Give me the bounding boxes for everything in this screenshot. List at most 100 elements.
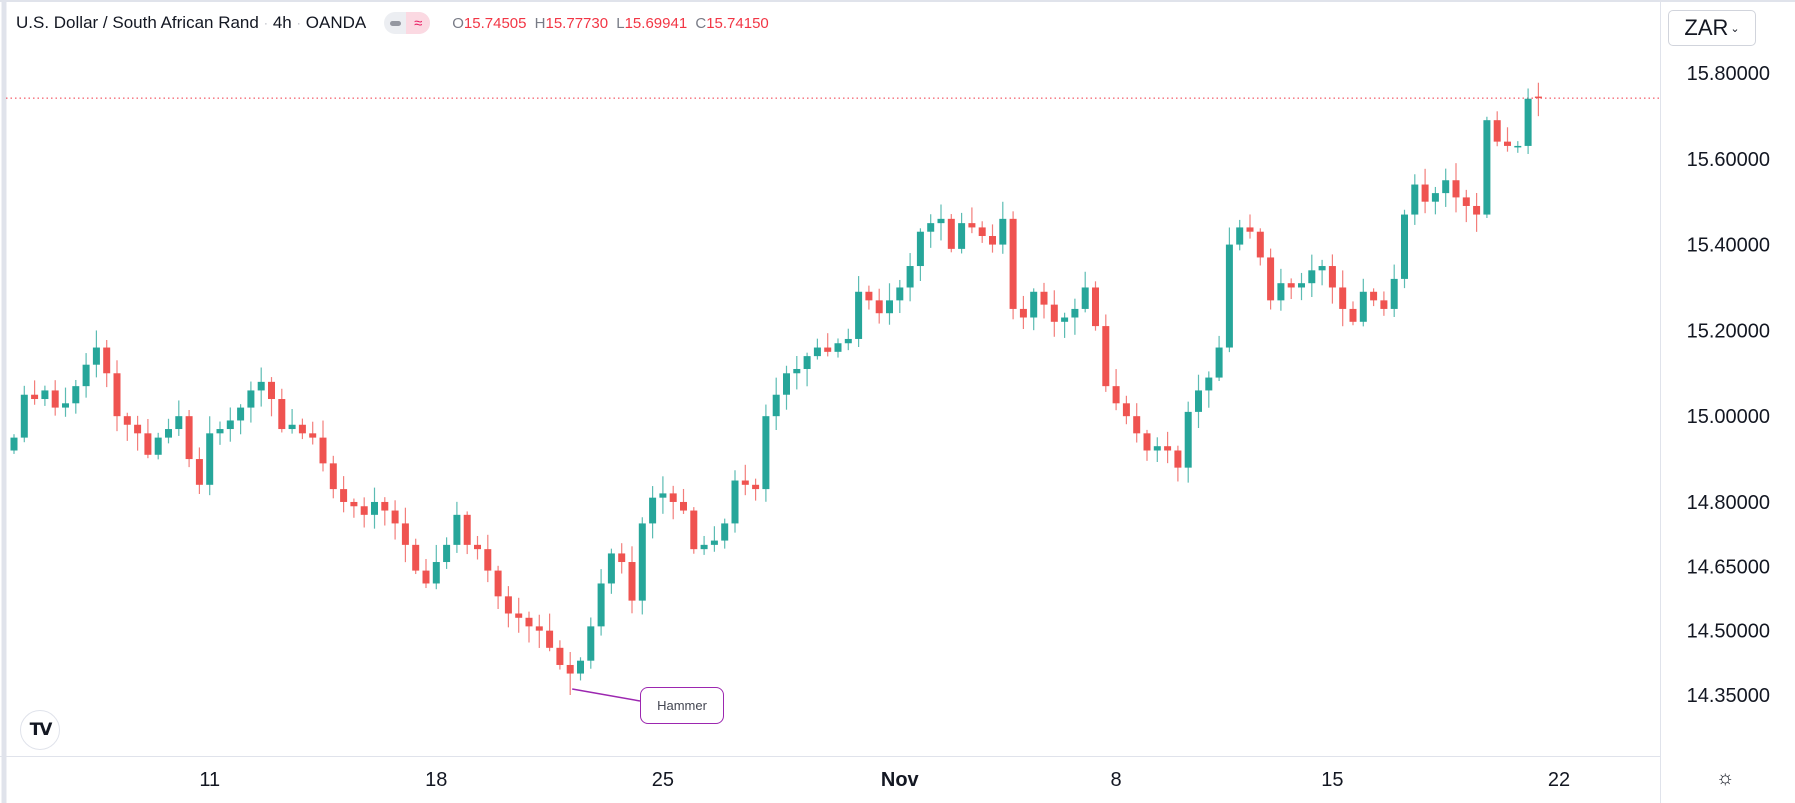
candle[interactable] [896,279,904,314]
candle[interactable] [340,476,348,513]
wave-icon[interactable]: ≈ [406,12,431,34]
candle[interactable] [82,353,90,398]
candle[interactable] [813,338,821,360]
candle[interactable] [1349,301,1357,326]
candle[interactable] [721,518,729,549]
candle[interactable] [1534,82,1542,117]
candle[interactable] [927,214,935,248]
candle[interactable] [360,497,368,528]
candle[interactable] [1287,278,1295,299]
candle[interactable] [494,565,502,610]
candle[interactable] [165,418,172,444]
candle[interactable] [319,420,327,472]
candle[interactable] [1380,291,1388,316]
candle[interactable] [123,412,131,441]
candle[interactable] [1112,369,1120,411]
candle[interactable] [31,380,39,405]
candle[interactable] [515,597,523,633]
candle[interactable] [958,212,966,254]
settings-sun-icon[interactable]: ☼ [1716,767,1735,789]
candle[interactable] [731,470,739,533]
candle[interactable] [216,421,224,445]
candle[interactable] [298,418,306,440]
candle[interactable] [329,455,337,499]
candle[interactable] [1122,395,1130,425]
candle[interactable] [680,488,687,514]
candle[interactable] [1298,272,1305,301]
candle[interactable] [865,285,873,310]
candle[interactable] [154,432,162,460]
candle[interactable] [268,377,275,417]
candle[interactable] [1411,174,1419,225]
candle[interactable] [886,283,893,325]
candle[interactable] [247,381,255,423]
candle[interactable] [1308,254,1316,298]
candle[interactable] [1359,278,1367,327]
candle[interactable] [844,328,852,351]
candle[interactable] [1246,214,1254,239]
candle[interactable] [92,330,100,378]
candle[interactable] [1339,270,1347,327]
candle[interactable] [1493,111,1501,147]
candle[interactable] [556,640,564,670]
candle[interactable] [1267,248,1275,310]
candle[interactable] [381,497,389,526]
candle[interactable] [1277,268,1285,311]
candle[interactable] [1462,189,1470,223]
candle[interactable] [257,367,265,407]
candle[interactable] [649,486,657,539]
candle[interactable] [1081,271,1089,313]
candle[interactable] [113,360,121,432]
candle[interactable] [185,410,193,468]
candle[interactable] [1061,312,1069,338]
candle[interactable] [1483,116,1491,218]
candle[interactable] [1195,374,1202,429]
candle[interactable] [772,377,780,430]
candle[interactable] [700,535,708,555]
candle[interactable] [546,613,554,652]
candle[interactable] [371,487,378,529]
candle[interactable] [1431,186,1439,215]
candle[interactable] [1030,288,1038,331]
candle[interactable] [10,434,18,454]
candle[interactable] [855,276,863,348]
candle[interactable] [1040,282,1048,319]
candle[interactable] [350,498,358,518]
candle[interactable] [432,544,440,590]
candle[interactable] [1225,227,1233,353]
candle[interactable] [1256,228,1264,266]
tradingview-logo[interactable]: 𝗧𝗩 [20,710,60,750]
candle[interactable] [916,228,924,282]
candle[interactable] [566,651,574,695]
candle[interactable] [618,543,626,574]
candle[interactable] [41,385,49,406]
candle[interactable] [463,511,471,555]
candle[interactable] [1133,403,1141,443]
candle[interactable] [1452,163,1460,213]
candle[interactable] [690,507,698,554]
candle[interactable] [1009,211,1017,320]
candle[interactable] [62,387,69,417]
candle[interactable] [422,558,430,589]
interval[interactable]: 4h [272,13,292,32]
candle[interactable] [1328,254,1336,304]
candle[interactable] [51,380,59,416]
hammer-annotation[interactable]: Hammer [640,687,724,724]
candle[interactable] [597,569,605,636]
candle[interactable] [226,407,234,442]
candle[interactable] [1174,445,1182,482]
candle[interactable] [1019,295,1027,330]
candle[interactable] [1050,290,1058,337]
candle[interactable] [525,611,533,643]
candle[interactable] [947,214,955,253]
candle[interactable] [1153,437,1161,463]
candle[interactable] [762,404,770,502]
candle[interactable] [1184,401,1192,483]
candle[interactable] [206,416,214,496]
candle[interactable] [1504,127,1511,152]
candle[interactable] [1390,264,1398,317]
candle[interactable] [1071,298,1079,335]
candle[interactable] [1092,281,1099,331]
candle[interactable] [474,535,481,560]
candle[interactable] [793,356,801,390]
